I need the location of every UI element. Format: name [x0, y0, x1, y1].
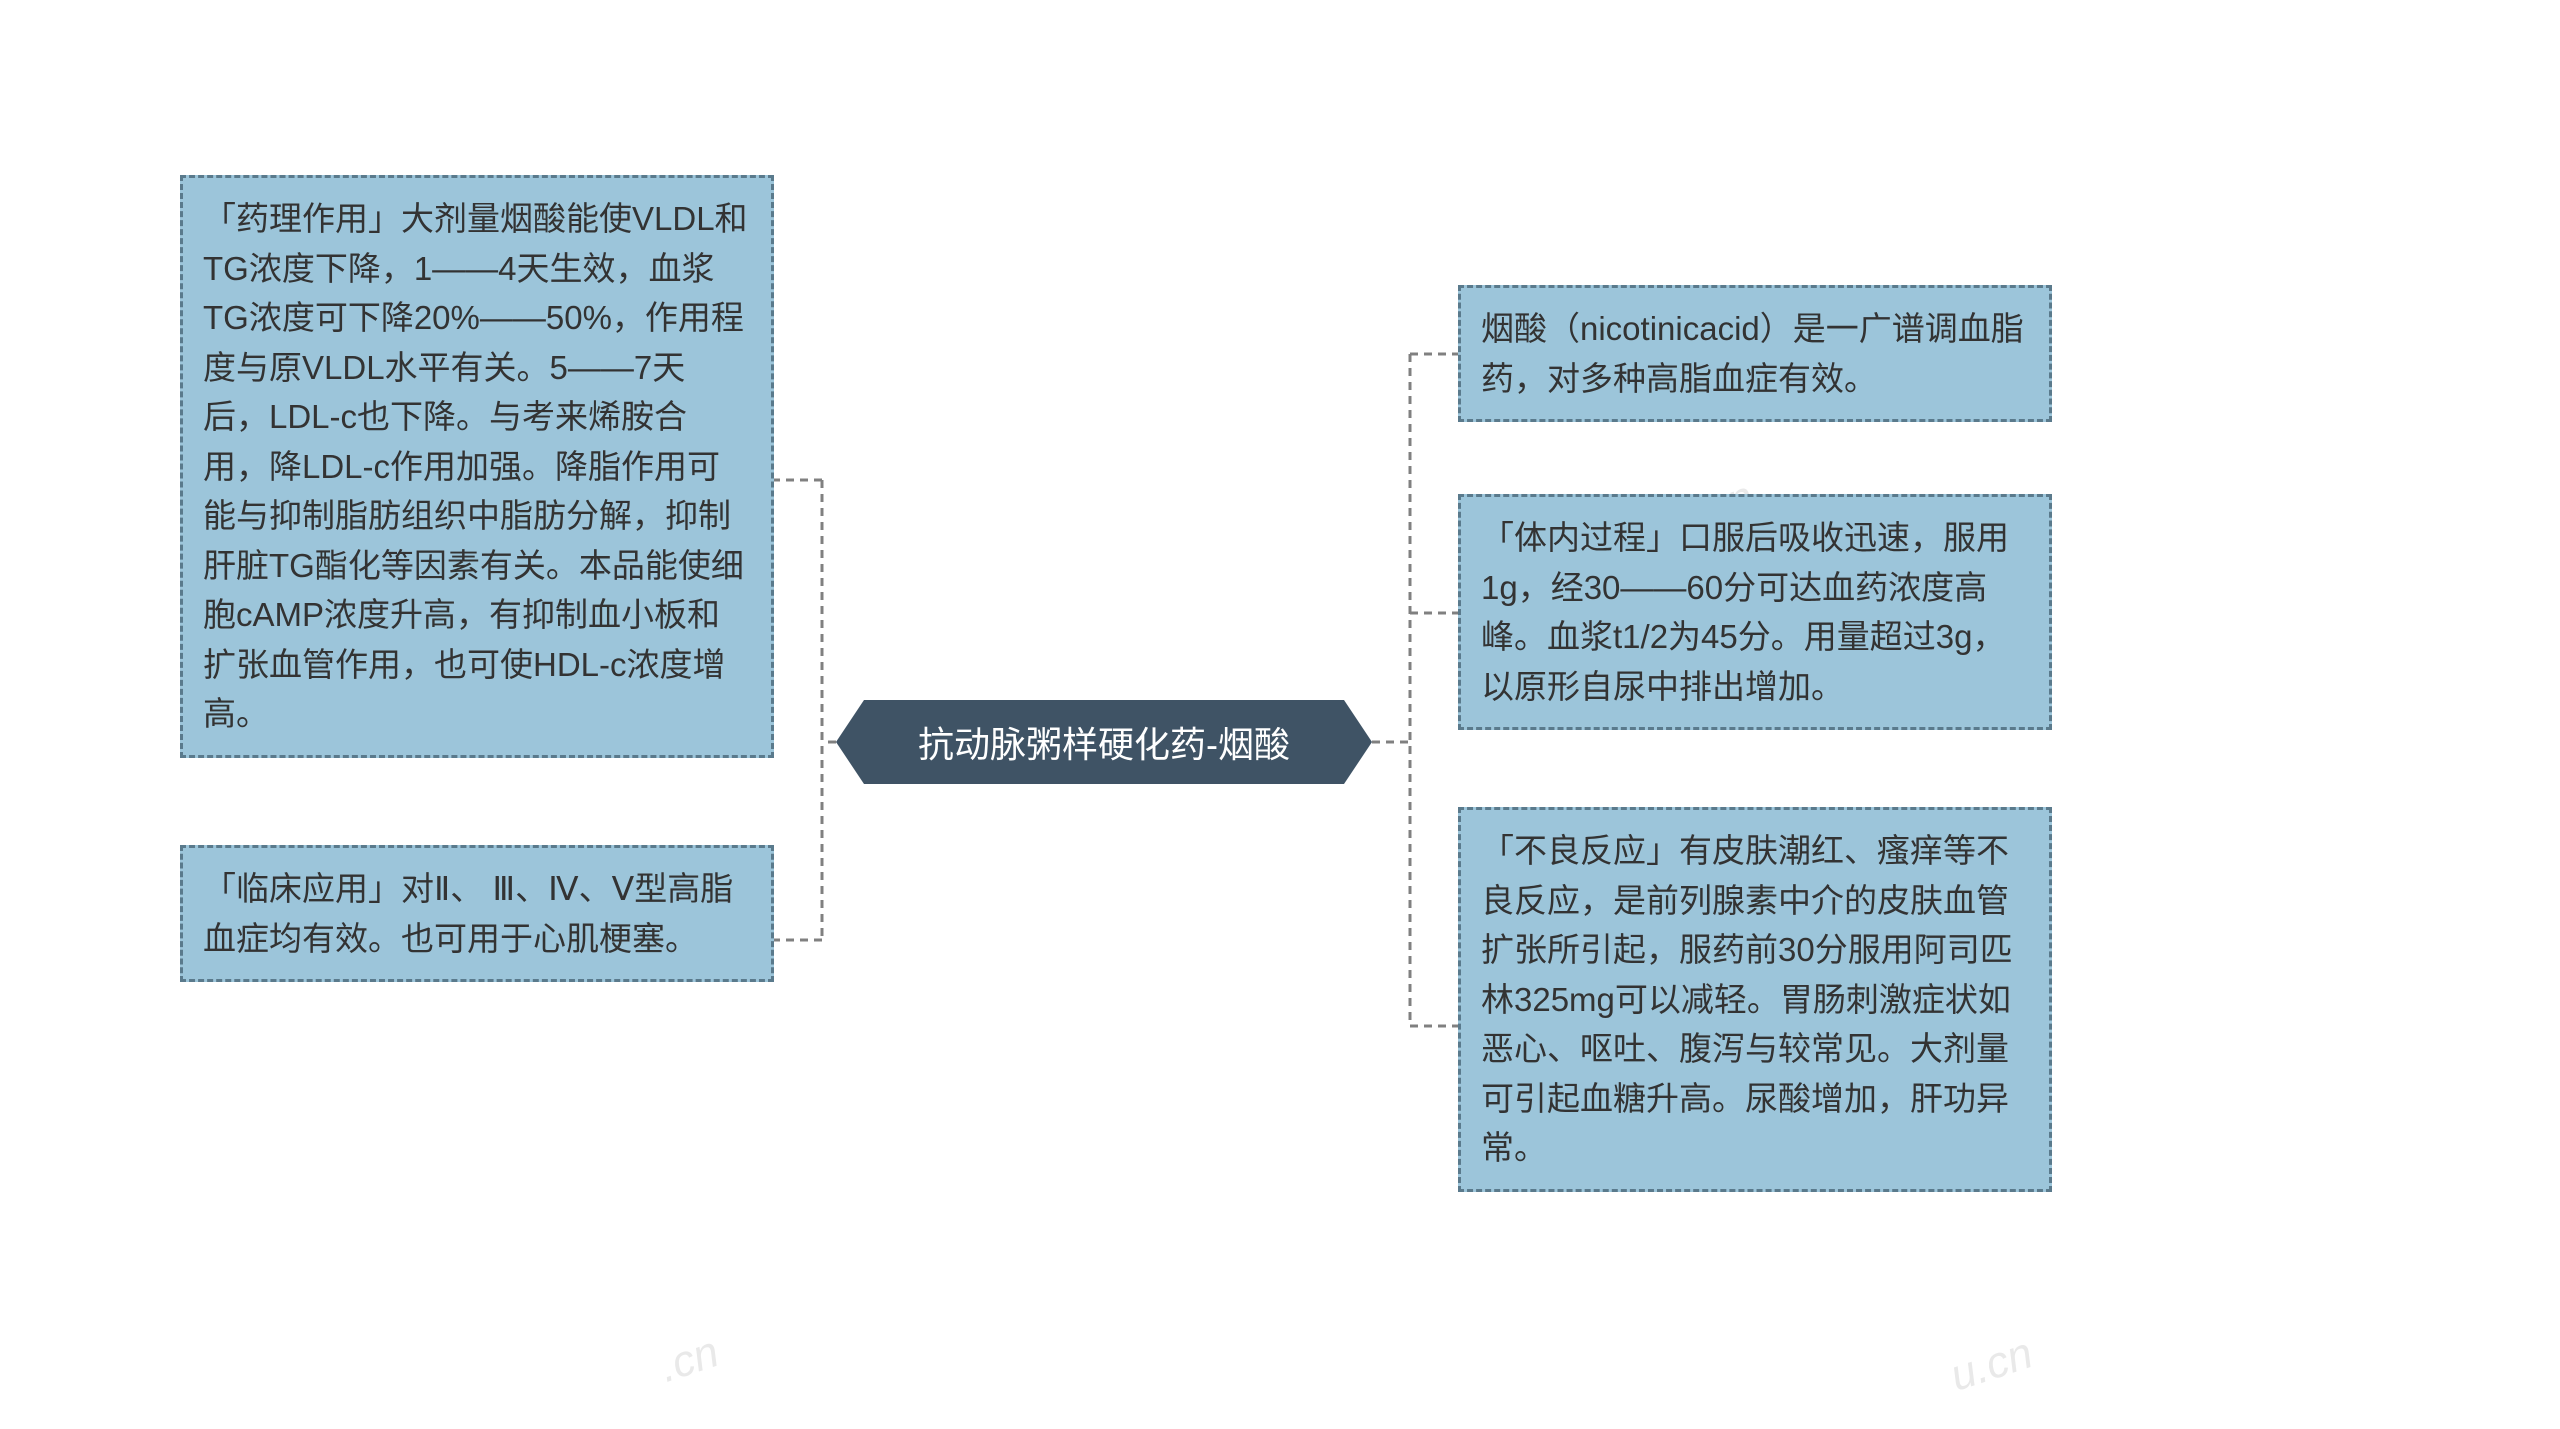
center-node-text: 抗动脉粥样硬化药-烟酸 [918, 716, 1290, 768]
leaf-text: 「体内过程」口服后吸收迅速，服用1g，经30——60分可达血药浓度高峰。血浆t1… [1481, 519, 2009, 705]
leaf-text: 「药理作用」大剂量烟酸能使VLDL和TG浓度下降，1——4天生效，血浆TG浓度可… [203, 200, 748, 732]
leaf-text: 烟酸（nicotinicacid）是一广谱调血脂药，对多种高脂血症有效。 [1481, 310, 2024, 397]
leaf-adverse: 「不良反应」有皮肤潮红、瘙痒等不良反应，是前列腺素中介的皮肤血管扩张所引起，服药… [1458, 807, 2052, 1192]
leaf-intro: 烟酸（nicotinicacid）是一广谱调血脂药，对多种高脂血症有效。 [1458, 285, 2052, 422]
leaf-pharmacology: 「药理作用」大剂量烟酸能使VLDL和TG浓度下降，1——4天生效，血浆TG浓度可… [180, 175, 774, 758]
leaf-text: 「临床应用」对Ⅱ、 Ⅲ、Ⅳ、Ⅴ型高脂血症均有效。也可用于心肌梗塞。 [203, 870, 733, 957]
leaf-kinetics: 「体内过程」口服后吸收迅速，服用1g，经30——60分可达血药浓度高峰。血浆t1… [1458, 494, 2052, 730]
watermark: .cn [654, 1327, 725, 1393]
center-node: 抗动脉粥样硬化药-烟酸 [864, 700, 1344, 784]
leaf-clinical: 「临床应用」对Ⅱ、 Ⅲ、Ⅳ、Ⅴ型高脂血症均有效。也可用于心肌梗塞。 [180, 845, 774, 982]
leaf-text: 「不良反应」有皮肤潮红、瘙痒等不良反应，是前列腺素中介的皮肤血管扩张所引起，服药… [1481, 832, 2013, 1166]
mindmap-canvas: u.cn 树图 shutu.cn .cn u.cn 抗动脉粥样硬化药-烟酸 「药… [0, 0, 2560, 1429]
watermark: u.cn [1944, 1328, 2039, 1401]
